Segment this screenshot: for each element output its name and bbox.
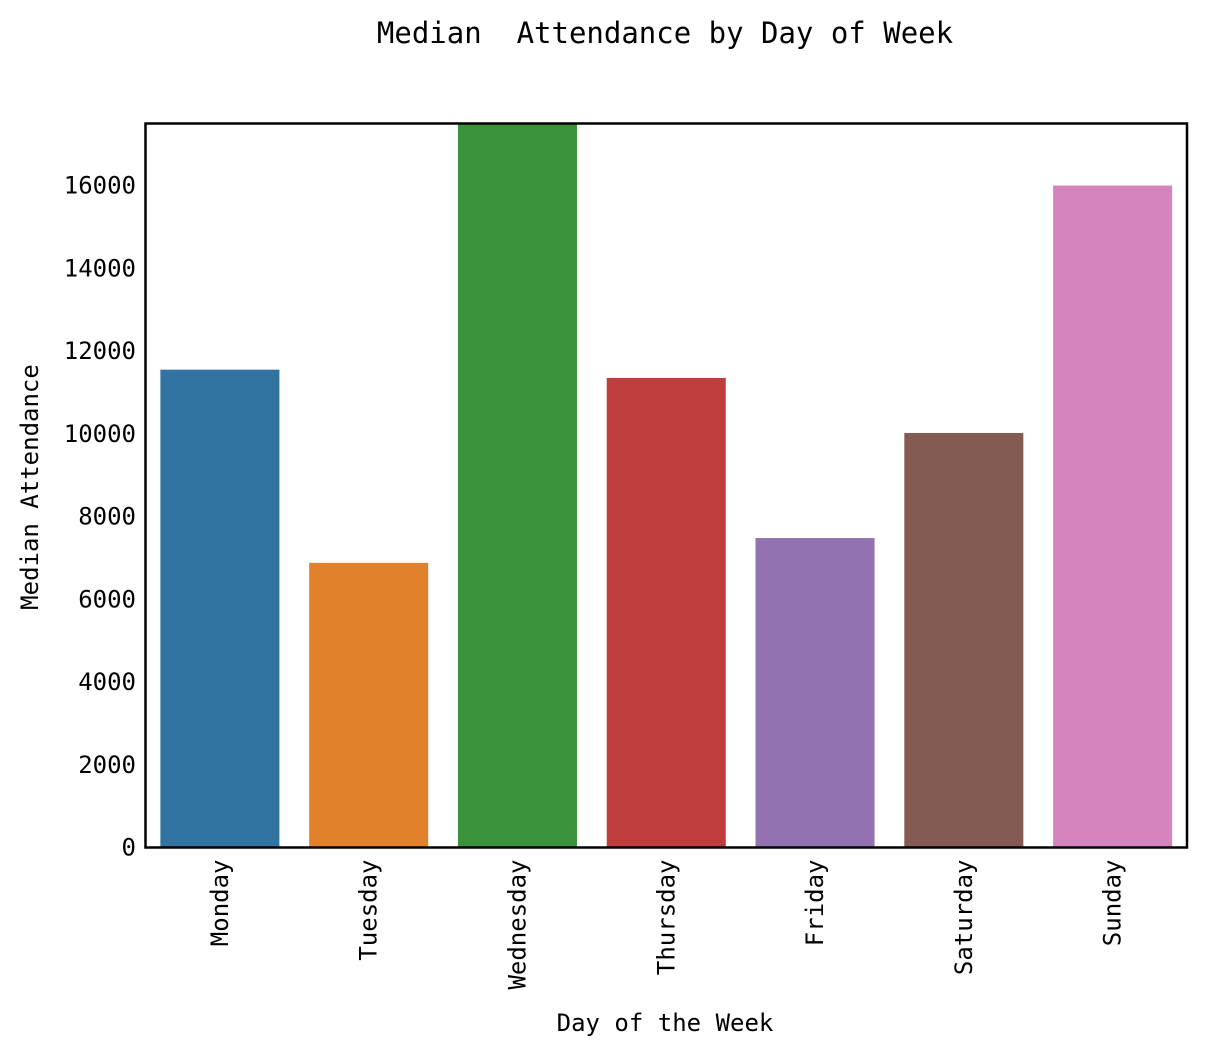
x-tick-label-tuesday: Tuesday [355,860,383,961]
x-tick-label-wednesday: Wednesday [503,860,531,990]
y-axis-ticks: 0 2000 4000 6000 8000 10000 12000 14000 16000 [64,172,136,862]
y-tick-label-12000: 12000 [64,337,136,365]
y-tick-label-2000: 2000 [78,751,136,779]
bar-saturday [904,432,1024,848]
bar-wednesday [457,123,577,848]
x-tick-label-thursday: Thursday [652,860,680,976]
bar-friday [755,538,875,848]
x-tick-label-monday: Monday [206,860,234,947]
y-tick-label-16000: 16000 [64,172,136,200]
x-tick-label-sunday: Sunday [1099,860,1127,947]
x-tick-label-friday: Friday [801,860,829,947]
y-tick-label-8000: 8000 [78,503,136,531]
bar-thursday [606,377,726,848]
chart-title: Median Attendance by Day of Week [377,16,954,50]
bar-tuesday [309,562,429,848]
x-axis-ticks: Monday Tuesday Wednesday Thursday Friday Satu… [206,860,1127,990]
y-tick-label-6000: 6000 [78,585,136,613]
x-tick-label-saturday: Saturday [950,860,978,976]
x-axis-label: Day of the Week [557,1009,774,1037]
y-tick-label-4000: 4000 [78,668,136,696]
bar-monday [160,369,280,848]
y-axis-label: Median Attendance [16,364,44,610]
y-tick-label-0: 0 [122,834,136,862]
y-tick-label-10000: 10000 [64,420,136,448]
plot-frame [144,122,1189,849]
bar-sunday [1053,185,1173,848]
y-tick-label-14000: 14000 [64,254,136,282]
bars-group [160,123,1173,848]
